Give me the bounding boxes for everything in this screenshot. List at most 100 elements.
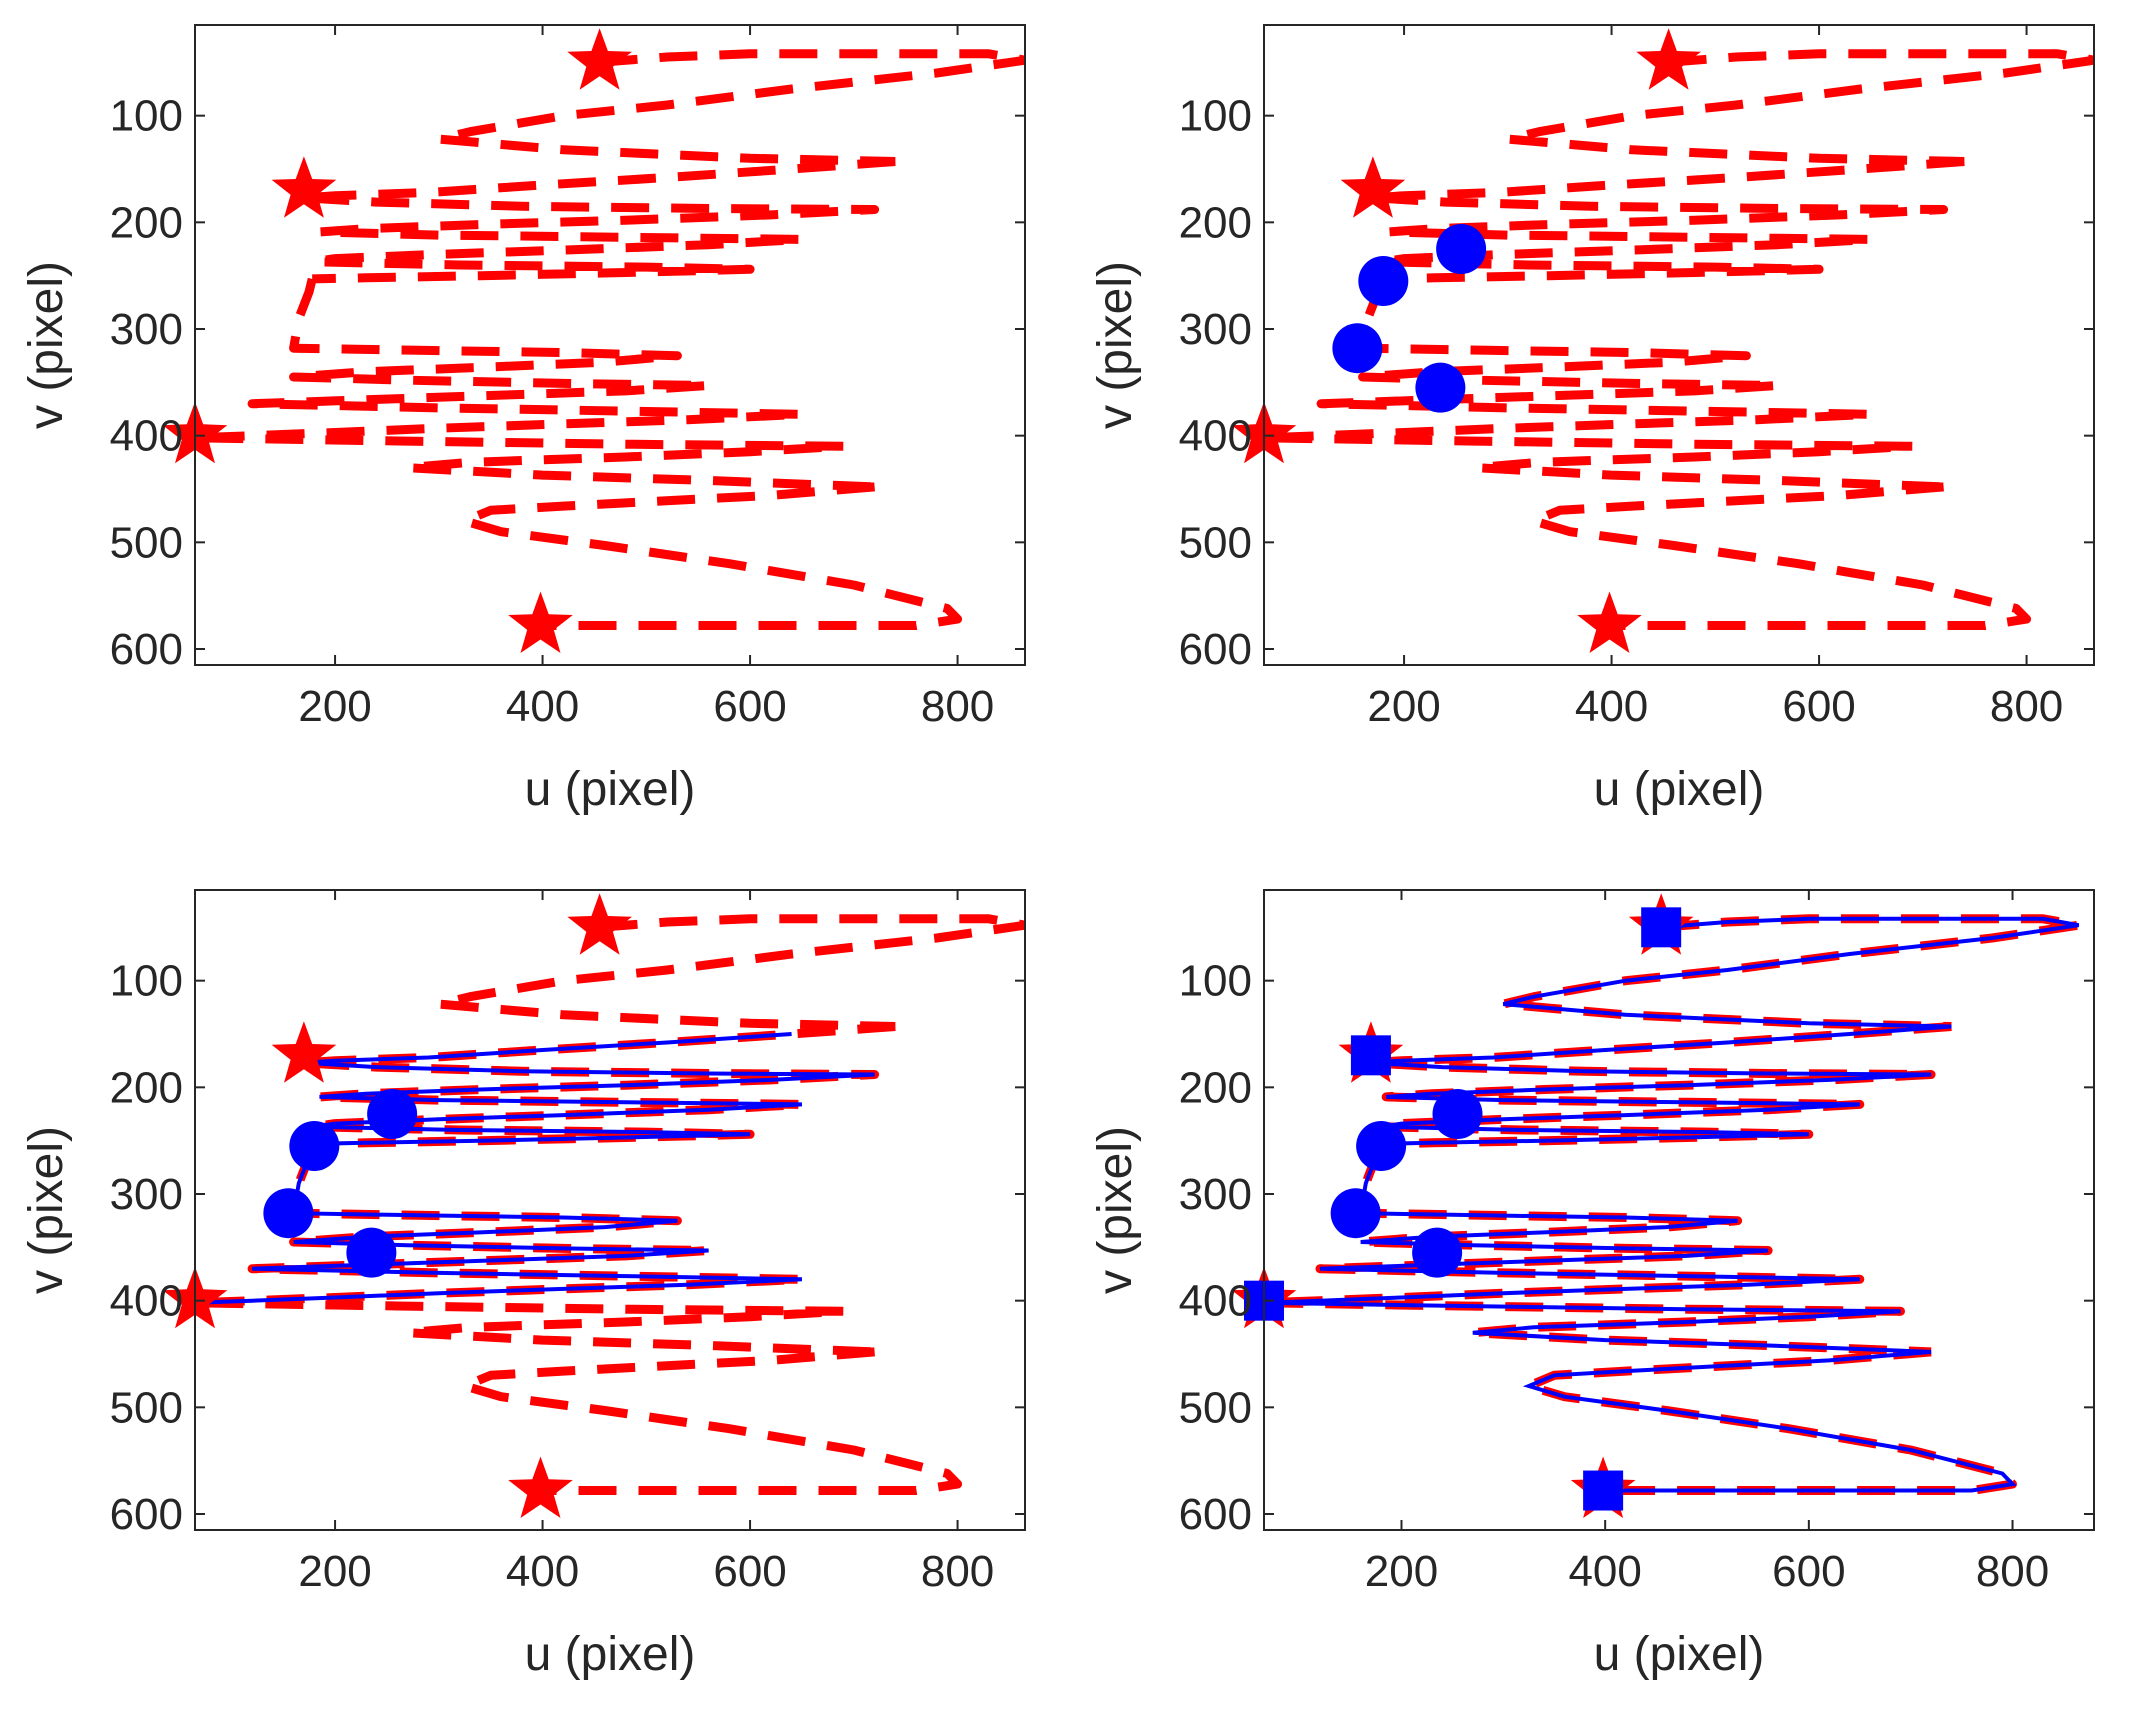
blue-trajectory-full xyxy=(1264,916,2080,1493)
x-tick-label: 400 xyxy=(506,682,579,731)
y-tick-label: 600 xyxy=(1179,625,1252,674)
y-tick-label: 400 xyxy=(1179,412,1252,461)
y-tick-label: 300 xyxy=(1179,1170,1252,1219)
y-tick-label: 100 xyxy=(110,92,183,141)
star-marker xyxy=(1577,591,1642,653)
plot-area xyxy=(1264,914,2084,1495)
star-marker xyxy=(1340,156,1406,218)
y-tick-label: 300 xyxy=(110,1170,183,1219)
blue-dot-marker xyxy=(346,1227,397,1278)
y-tick-label: 200 xyxy=(110,1063,183,1112)
chart-panel-bottom-right: 200 400 600 800 100 200 300 400 500 600 u (pixel) v… xyxy=(1069,865,2138,1730)
y-tick-label: 100 xyxy=(1179,92,1252,141)
chart-svg: 200 400 600 800 100 200 300 400 500 600 u (pixel) v… xyxy=(1089,24,2095,816)
plot-area xyxy=(1264,49,2094,630)
y-tick-label: 500 xyxy=(1179,1383,1252,1432)
y-tick-label: 100 xyxy=(110,957,183,1006)
x-tick-label: 400 xyxy=(1575,682,1648,731)
y-axis-label: v (pixel) xyxy=(1089,1126,1142,1294)
x-axis-label: u (pixel) xyxy=(1594,1628,1765,1681)
y-axis-label: v (pixel) xyxy=(1089,261,1142,429)
red-dashed-path-top-outer xyxy=(1503,49,2094,166)
star-marker xyxy=(508,1456,573,1518)
x-tick-label: 600 xyxy=(1772,1547,1845,1596)
plot-area xyxy=(195,914,1025,1495)
star-marker xyxy=(1636,28,1701,90)
red-dashed-path-top-outer xyxy=(434,914,1025,1031)
chart-panel-top-right: 200 400 600 800 100 200 300 400 500 600 u (pixel) v… xyxy=(1069,0,2138,865)
star-marker xyxy=(271,156,337,218)
y-axis-label: v (pixel) xyxy=(20,261,73,429)
x-tick-label: 800 xyxy=(1990,682,2063,731)
star-marker xyxy=(567,28,632,90)
y-tick-label: 200 xyxy=(1179,1063,1252,1112)
red-dashed-path-bottom-outer xyxy=(460,482,963,630)
star-marker xyxy=(508,591,573,653)
x-tick-label: 600 xyxy=(1782,682,1855,731)
y-tick-label: 400 xyxy=(110,412,183,461)
blue-dot-marker xyxy=(263,1188,314,1239)
blue-dot-marker xyxy=(1358,256,1409,306)
blue-dot-marker xyxy=(1415,362,1466,413)
x-tick-label: 200 xyxy=(1365,1547,1438,1596)
y-tick-label: 300 xyxy=(110,305,183,354)
x-tick-label: 600 xyxy=(713,682,786,731)
x-axis-label: u (pixel) xyxy=(1594,763,1765,816)
chart-panel-bottom-left: 200 400 600 800 100 200 300 400 500 600 u (pixel) v… xyxy=(0,865,1069,1730)
y-tick-label: 500 xyxy=(1179,518,1252,567)
y-tick-label: 200 xyxy=(1179,198,1252,247)
y-tick-label: 400 xyxy=(110,1277,183,1326)
plot-area xyxy=(195,49,1025,630)
x-tick-label: 800 xyxy=(921,1547,994,1596)
blue-square-marker xyxy=(1583,1470,1624,1511)
y-tick-label: 600 xyxy=(110,625,183,674)
blue-square-marker xyxy=(1350,1035,1391,1076)
chart-svg: 200 400 600 800 100 200 300 400 500 600 u (pixel) v… xyxy=(20,24,1026,816)
blue-dot-marker xyxy=(289,1121,340,1171)
red-dashed-path-middle-dense xyxy=(1264,277,1944,492)
red-dashed-path-top-outer xyxy=(434,49,1025,166)
x-tick-label: 600 xyxy=(713,1547,786,1596)
chart-svg: 200 400 600 800 100 200 300 400 500 600 u (pixel) v… xyxy=(20,889,1026,1681)
blue-dot-marker xyxy=(1432,1089,1483,1139)
y-tick-label: 200 xyxy=(110,198,183,247)
blue-dot-marker xyxy=(1436,224,1487,274)
blue-trajectory-partial xyxy=(195,1032,875,1305)
blue-square-marker xyxy=(1641,907,1682,948)
x-axis-label: u (pixel) xyxy=(525,763,696,816)
chart-panel-top-left: 200 400 600 800 100 200 300 400 500 600 u (pixel) v… xyxy=(0,0,1069,865)
blue-dot-marker xyxy=(1332,323,1383,374)
blue-dot-marker xyxy=(1412,1227,1463,1278)
y-axis-label: v (pixel) xyxy=(20,1126,73,1294)
axes-box xyxy=(194,889,1026,1531)
y-tick-label: 400 xyxy=(1179,1277,1252,1326)
red-dashed-path-top-dense xyxy=(299,157,896,284)
y-tick-label: 300 xyxy=(1179,305,1252,354)
x-tick-label: 200 xyxy=(298,1547,371,1596)
axes-box xyxy=(1263,889,2095,1531)
x-tick-label: 400 xyxy=(1568,1547,1641,1596)
star-marker xyxy=(271,1021,337,1083)
star-marker xyxy=(567,893,632,955)
red-dashed-path-bottom-outer xyxy=(460,1347,963,1495)
blue-dot-marker xyxy=(1356,1121,1407,1171)
y-tick-label: 500 xyxy=(110,518,183,567)
y-tick-label: 600 xyxy=(1179,1490,1252,1539)
y-tick-label: 100 xyxy=(1179,957,1252,1006)
axes-box xyxy=(1263,24,2095,666)
y-tick-label: 600 xyxy=(110,1490,183,1539)
blue-dot-marker xyxy=(367,1089,418,1139)
x-tick-label: 400 xyxy=(506,1547,579,1596)
axes-box xyxy=(194,24,1026,666)
x-axis-label: u (pixel) xyxy=(525,1628,696,1681)
y-tick-label: 500 xyxy=(110,1383,183,1432)
x-tick-label: 800 xyxy=(921,682,994,731)
red-dashed-path-middle-dense xyxy=(195,277,875,492)
blue-dot-marker xyxy=(1330,1188,1381,1239)
x-tick-label: 800 xyxy=(1976,1547,2049,1596)
red-dashed-path-top-dense xyxy=(1368,157,1965,284)
red-dashed-path-bottom-outer xyxy=(1529,482,2032,630)
x-tick-label: 200 xyxy=(1367,682,1440,731)
x-tick-label: 200 xyxy=(298,682,371,731)
